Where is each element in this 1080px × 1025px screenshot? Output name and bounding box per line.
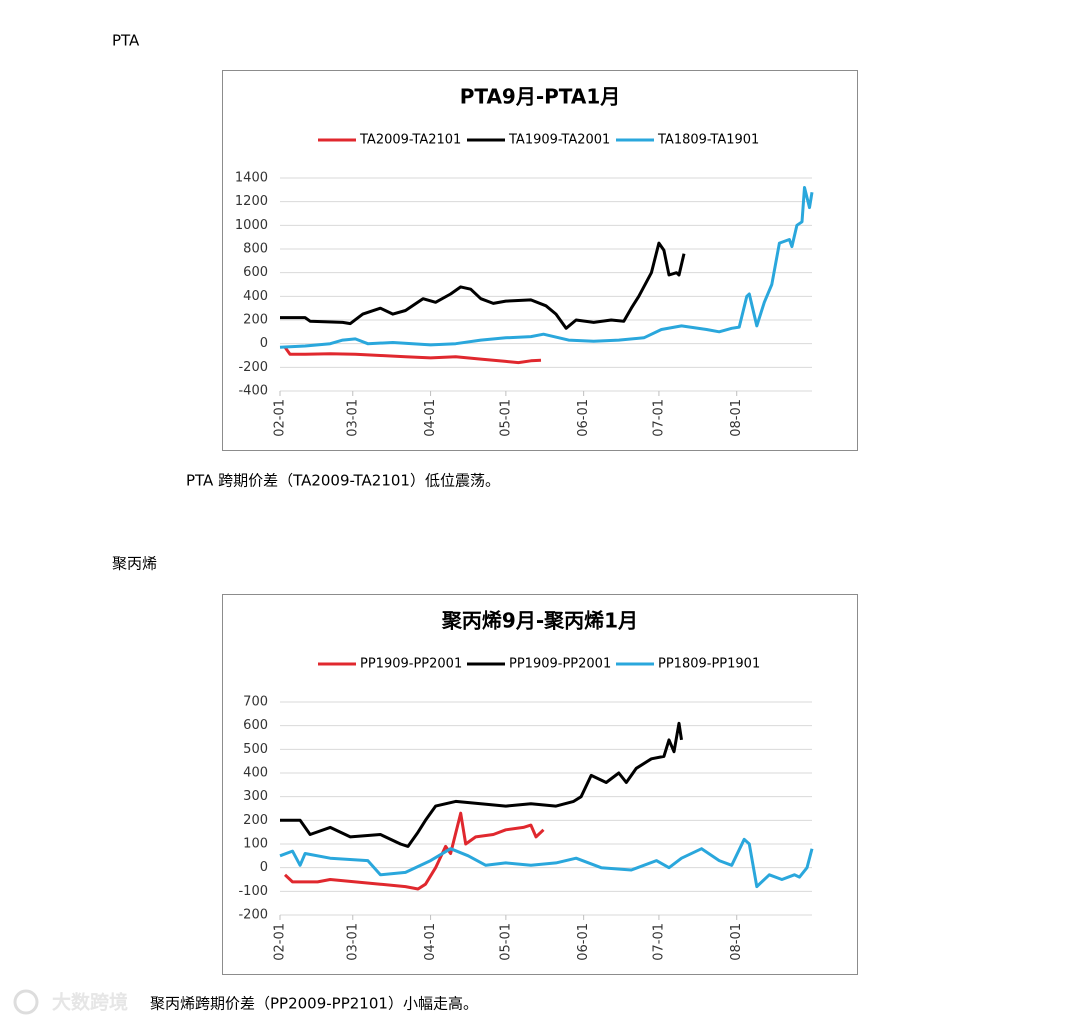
series-line	[283, 346, 542, 365]
legend-label: TA1909-TA2001	[508, 133, 610, 148]
chart-frame	[222, 594, 858, 975]
x-tick-label: 03-01	[345, 399, 360, 437]
legend-label: PP1909-PP2001	[509, 657, 611, 672]
y-tick-label: 600	[243, 265, 268, 280]
y-tick-label: 300	[243, 789, 268, 804]
y-tick-label: 800	[243, 242, 268, 257]
y-tick-label: 0	[260, 860, 268, 875]
x-tick-label: 04-01	[423, 399, 438, 437]
y-tick-label: 600	[243, 718, 268, 733]
y-tick-label: 0	[260, 336, 268, 351]
legend-label: TA1809-TA1901	[657, 133, 759, 148]
legend-label: TA2009-TA2101	[359, 133, 461, 148]
watermark-icon	[13, 989, 39, 1015]
y-tick-label: -100	[238, 884, 268, 899]
chart-title: PTA9月-PTA1月	[460, 85, 621, 109]
section-heading: PTA	[112, 32, 140, 50]
x-tick-label: 08-01	[729, 399, 744, 437]
y-tick-label: -200	[238, 360, 268, 375]
series-line	[280, 721, 683, 848]
y-tick-label: -400	[238, 384, 268, 399]
y-tick-label: 1400	[235, 171, 268, 186]
caption: PTA 跨期价差（TA2009-TA2101）低位震荡。	[186, 472, 500, 490]
x-tick-label: 02-01	[273, 399, 288, 437]
y-tick-label: 200	[243, 813, 268, 828]
y-tick-label: 1200	[235, 194, 268, 209]
caption: 聚丙烯跨期价差（PP2009-PP2101）小幅走高。	[150, 995, 478, 1013]
x-tick-label: 02-01	[273, 923, 288, 961]
x-tick-label: 05-01	[498, 923, 513, 961]
y-tick-label: 400	[243, 766, 268, 781]
series-line	[279, 186, 814, 349]
x-tick-label: 06-01	[576, 399, 591, 437]
y-tick-label: 1000	[235, 218, 268, 233]
x-tick-label: 03-01	[345, 923, 360, 961]
section-heading: 聚丙烯	[112, 555, 157, 573]
series-line	[283, 811, 545, 891]
x-tick-label: 04-01	[423, 923, 438, 961]
chart-title: 聚丙烯9月-聚丙烯1月	[441, 609, 638, 633]
x-tick-label: 07-01	[651, 399, 666, 437]
x-tick-label: 05-01	[498, 399, 513, 437]
y-tick-label: 200	[243, 313, 268, 328]
x-tick-label: 08-01	[729, 923, 744, 961]
legend-label: PP1909-PP2001	[360, 657, 462, 672]
legend-label: PP1809-PP1901	[658, 657, 760, 672]
watermark: 大数跨境	[52, 991, 128, 1014]
series-line	[280, 241, 686, 330]
x-tick-label: 06-01	[576, 923, 591, 961]
y-tick-label: 400	[243, 289, 268, 304]
y-tick-label: 700	[243, 695, 268, 710]
y-tick-label: -200	[238, 908, 268, 923]
x-tick-label: 07-01	[651, 923, 666, 961]
series-line	[279, 837, 814, 889]
y-tick-label: 500	[243, 742, 268, 757]
y-tick-label: 100	[243, 837, 268, 852]
chart-frame	[222, 70, 858, 451]
